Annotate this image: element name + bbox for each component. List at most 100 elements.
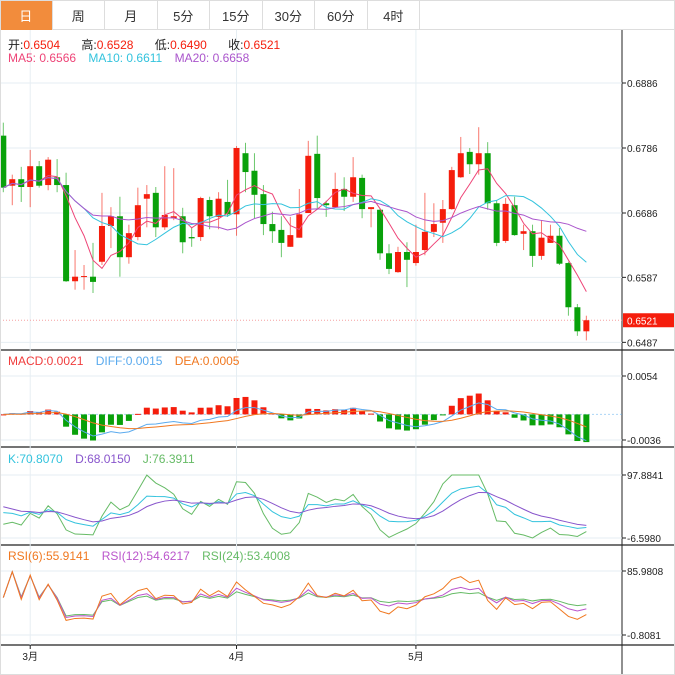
macd-bar	[206, 407, 213, 415]
candle-body	[538, 237, 545, 256]
candle-body	[386, 253, 393, 269]
candle-body	[45, 159, 52, 186]
candle-body	[439, 209, 446, 223]
candle-body	[511, 205, 518, 236]
tab-5min[interactable]: 5分	[158, 1, 210, 30]
candle-body	[368, 207, 375, 210]
tab-month[interactable]: 月	[105, 1, 158, 30]
macd-bar	[475, 393, 482, 415]
macd-bar	[179, 410, 186, 415]
high-label: 高:	[81, 38, 97, 52]
rsi24-value: RSI(24):53.4008	[202, 549, 291, 563]
macd-bar	[493, 410, 500, 415]
macd-bar	[296, 414, 303, 419]
macd-bar	[125, 414, 132, 421]
period-tabs: 日 周 月 5分 15分 30分 60分 4时	[0, 0, 675, 30]
dea-value: DEA:0.0005	[174, 354, 240, 368]
candle-body	[287, 235, 294, 247]
macd-bar	[107, 414, 114, 425]
rsi-legend: RSI(6):55.9141 RSI(12):54.6217 RSI(24):5…	[8, 549, 299, 563]
d-value: D:68.0150	[75, 452, 131, 466]
rsi-tick-label: 85.9808	[627, 567, 664, 578]
candle-body	[394, 252, 401, 273]
macd-bar	[565, 414, 572, 435]
tab-4hour[interactable]: 4时	[368, 1, 420, 30]
candle-body	[341, 188, 348, 197]
candle-body	[377, 209, 384, 254]
diff-value: DIFF:0.0015	[95, 354, 163, 368]
price-tick-label: 0.6587	[627, 273, 658, 284]
price-tick-label: 0.6886	[627, 79, 658, 90]
macd-bar	[520, 414, 527, 421]
candle-body	[98, 226, 105, 262]
candle-body	[484, 153, 491, 204]
candle-body	[520, 231, 527, 234]
macd-bar	[430, 414, 437, 421]
kline-chart[interactable]: 3月 4月 5月 0.6886 0.6786 0.6686 0.6587 0.6487 0.00…	[0, 30, 675, 675]
tab-week[interactable]: 周	[53, 1, 105, 30]
ma5-line	[3, 168, 587, 292]
x-tick-label: 5月	[408, 651, 424, 663]
candle-body	[251, 170, 258, 195]
tab-day[interactable]: 日	[0, 1, 53, 30]
macd-bar	[448, 405, 455, 415]
tab-30min[interactable]: 30分	[263, 1, 315, 30]
candle-body	[18, 179, 25, 187]
macd-bar	[72, 414, 79, 435]
candle-body	[54, 177, 61, 186]
k-line	[3, 485, 587, 529]
macd-bar	[215, 405, 222, 415]
macd-bar	[529, 414, 536, 426]
candle-body	[350, 177, 357, 197]
rsi6-value: RSI(6):55.9141	[8, 549, 90, 563]
macd-bar	[81, 414, 88, 439]
tab-60min[interactable]: 60分	[315, 1, 368, 30]
candle-body	[63, 185, 70, 282]
macd-bar	[323, 410, 330, 415]
candle-body	[556, 235, 563, 264]
kdj-tick-label: 97.8841	[627, 471, 664, 482]
candle-body	[125, 233, 132, 258]
close-label: 收:	[228, 38, 244, 52]
macd-bar	[394, 414, 401, 430]
candle-body	[502, 203, 509, 241]
candle-body	[448, 170, 455, 210]
open-label: 开:	[8, 38, 24, 52]
candle-body	[107, 216, 114, 226]
macd-bar	[260, 407, 267, 415]
diff-line	[3, 402, 587, 442]
tab-15min[interactable]: 15分	[210, 1, 263, 30]
low-label: 低:	[154, 38, 171, 52]
rsi24-line	[2, 570, 587, 617]
candle-body	[9, 179, 16, 186]
macd-bar	[143, 407, 150, 415]
macd-bar	[359, 411, 366, 415]
candle-body	[215, 198, 222, 217]
ma20-line	[3, 177, 587, 232]
macd-bar	[466, 395, 473, 415]
candle-body	[278, 229, 285, 243]
macd-value: MACD:0.0021	[8, 354, 84, 368]
candle-body	[466, 151, 473, 165]
macd-bar	[197, 407, 204, 415]
macd-bar	[403, 414, 410, 431]
candle-body	[574, 307, 581, 332]
candle-body	[0, 135, 7, 188]
macd-bar	[90, 414, 96, 441]
macd-bar	[188, 412, 195, 415]
macd-bar	[484, 400, 491, 415]
macd-bar	[27, 411, 34, 415]
candle-body	[359, 177, 366, 210]
candle-body	[170, 216, 177, 219]
last-price-badge	[623, 313, 675, 328]
macd-bar	[457, 398, 464, 415]
macd-bar	[161, 407, 168, 415]
dea-line	[3, 410, 587, 430]
candle-body	[332, 188, 339, 208]
macd-bar	[0, 414, 7, 416]
candle-body	[269, 224, 276, 232]
candle-body	[314, 153, 321, 199]
candle-body	[403, 252, 410, 260]
candle-body	[475, 153, 482, 165]
candle-body	[224, 201, 231, 215]
